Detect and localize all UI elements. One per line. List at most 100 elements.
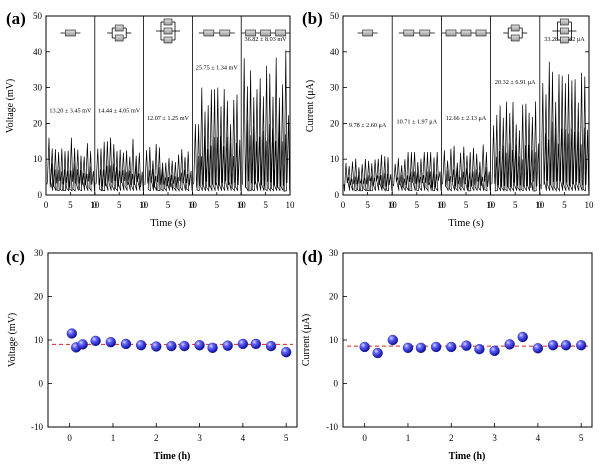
device-icon <box>403 29 415 37</box>
data-point <box>461 340 472 351</box>
x-tick-label: 10 <box>286 200 296 210</box>
x-tick-label: 1 <box>406 433 411 443</box>
y-tick-label: 30 <box>329 248 339 258</box>
x-tick-label: 2 <box>449 433 454 443</box>
data-point <box>474 343 485 355</box>
device-icon <box>275 29 286 37</box>
x-tick-label: 5 <box>117 200 122 210</box>
device-icon <box>219 29 231 37</box>
panel-a-x-axis: 0 5 100 5 100 5 100 5 100 5 10 <box>44 192 295 210</box>
y-tick-label: 0 <box>39 379 44 389</box>
data-point <box>430 341 442 353</box>
device-icon <box>560 36 569 44</box>
segment-annotation: 12.07 ± 1.25 mV <box>147 115 190 122</box>
segment-annotation: 12.66 ± 2.13 μA <box>446 115 487 122</box>
data-point <box>576 340 587 351</box>
series3-circuit-icon <box>241 29 290 37</box>
data-point <box>166 340 177 352</box>
device-icon <box>560 27 569 35</box>
x-tick-label: 5 <box>284 433 289 443</box>
device-icon <box>475 29 487 37</box>
panel-d-points <box>359 331 587 359</box>
device-icon <box>560 18 569 26</box>
data-point <box>359 341 370 353</box>
x-tick-label: 10 <box>535 200 545 210</box>
y-tick-label: 20 <box>33 118 43 128</box>
data-point <box>532 343 544 354</box>
panel-c: (c) -10 0 10 20 30 0 1 2 3 4 5 Voltage (mV) Time (… <box>6 247 298 462</box>
y-tick-label: 40 <box>33 47 43 57</box>
segment-3: 12.07 ± 1.25 mV <box>143 16 193 195</box>
segment-annotation: 10.71 ± 1.97 μA <box>397 118 438 125</box>
segment-annotation: 14.44 ± 4.05 mV <box>98 108 141 115</box>
y-tick-label: 20 <box>34 292 44 302</box>
series2-circuit-icon <box>198 29 235 37</box>
segment-5: 33.28 ± 7.82 μA <box>539 16 589 195</box>
segment-1: 9.78 ± 2.60 μA <box>343 29 393 192</box>
device-icon <box>203 29 215 37</box>
segment-annotation: 20.32 ± 6.91 μA <box>495 79 536 86</box>
device-icon <box>510 34 520 42</box>
x-tick-label: 10 <box>486 200 496 210</box>
segment-5: 36.82 ± 8.03 mV <box>240 16 290 195</box>
x-tick-label: 1 <box>111 433 116 443</box>
y-tick-label: 0 <box>38 190 43 200</box>
x-tick-label: 10 <box>585 200 595 210</box>
single-circuit-icon <box>60 29 81 37</box>
device-icon <box>260 29 271 37</box>
signal-trace <box>46 137 95 192</box>
data-point <box>105 337 116 348</box>
panel-a: (a) 13.20 ± 3.45 mV 14.44 ± 4.05 mV 12.07 … <box>5 9 295 229</box>
series3-circuit-icon <box>442 29 490 37</box>
device-icon <box>445 29 457 37</box>
y-tick-label: 0 <box>335 190 340 200</box>
signal-trace <box>442 144 491 192</box>
signal-trace <box>540 61 589 192</box>
segment-4: 20.32 ± 6.91 μA <box>490 16 540 195</box>
panel-d-ylabel: Current (μA) <box>301 314 312 366</box>
y-tick-label: -10 <box>31 422 43 432</box>
x-tick-label: 0 <box>538 200 543 210</box>
x-tick-label: 5 <box>579 433 584 443</box>
x-tick-label: 5 <box>166 200 171 210</box>
signal-trace <box>193 87 242 192</box>
panel-b: (b) 9.78 ± 2.60 μA 10.71 ± 1.97 μA 12.66 ±… <box>302 9 594 229</box>
y-tick-label: 10 <box>330 154 340 164</box>
x-tick-label: 3 <box>197 433 202 443</box>
signal-trace <box>95 137 144 192</box>
x-tick-label: 0 <box>341 200 346 210</box>
y-tick-label: 10 <box>329 335 339 345</box>
panel-d: (d) -10 0 10 20 30 0 1 2 3 4 5 Current (μA) Time (… <box>301 247 593 462</box>
y-tick-label: 30 <box>33 83 43 93</box>
x-tick-label: 4 <box>241 433 246 443</box>
y-tick-label: 40 <box>330 47 340 57</box>
x-tick-label: 5 <box>215 200 220 210</box>
segment-annotation: 25.75 ± 1.34 mV <box>196 65 239 72</box>
data-point <box>250 338 262 350</box>
x-tick-label: 10 <box>237 200 247 210</box>
panel-a-y-axis: 0 10 20 30 40 50 <box>33 11 290 200</box>
device-icon <box>114 34 124 42</box>
signal-trace <box>144 143 193 192</box>
panel-b-y-axis: 0 10 20 30 40 50 <box>330 11 589 200</box>
y-tick-label: 10 <box>33 154 43 164</box>
x-tick-label: 5 <box>562 200 567 210</box>
device-icon <box>163 36 173 44</box>
device-icon <box>163 27 173 35</box>
device-icon <box>65 29 76 37</box>
panel-a-ylabel: Voltage (mV) <box>5 79 16 134</box>
data-point <box>77 339 88 350</box>
x-tick-label: 0 <box>362 433 367 443</box>
x-tick-label: 5 <box>513 200 518 210</box>
single-circuit-icon <box>357 29 378 37</box>
x-tick-label: 0 <box>239 200 244 210</box>
signal-trace <box>343 154 393 192</box>
x-tick-label: 10 <box>188 200 198 210</box>
data-point <box>387 334 398 346</box>
data-point <box>151 341 162 352</box>
panel-c-points <box>66 328 292 358</box>
device-icon <box>510 24 520 32</box>
data-point <box>415 342 427 353</box>
panel-b-segments: 9.78 ± 2.60 μA 10.71 ± 1.97 μA 12.66 ± 2.1… <box>343 16 589 195</box>
x-tick-label: 3 <box>492 433 497 443</box>
